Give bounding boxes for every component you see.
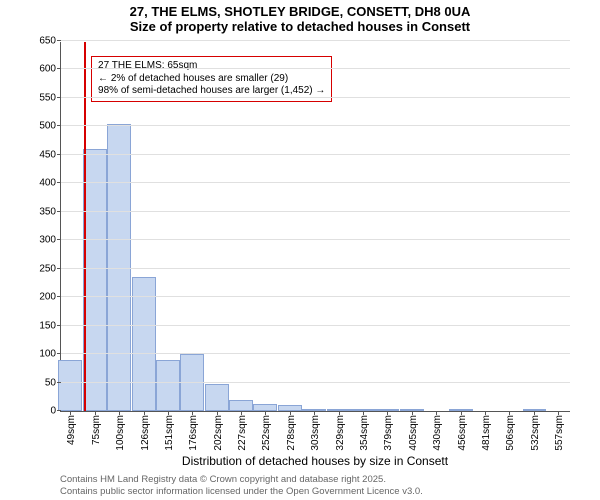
xtick-label: 405sqm [408,415,419,451]
ytick-label: 0 [50,406,61,417]
title-line-1: 27, THE ELMS, SHOTLEY BRIDGE, CONSETT, D… [0,4,600,19]
xtick-label: 126sqm [140,415,151,451]
gridline-h [61,353,570,354]
annotation-box: 27 THE ELMS: 65sqm ← 2% of detached hous… [91,56,332,102]
xtick-label: 557sqm [554,415,565,451]
ytick-label: 500 [39,121,61,132]
xtick-label: 202sqm [213,415,224,451]
ytick-label: 100 [39,349,61,360]
xtick-label: 278sqm [286,415,297,451]
ytick-label: 400 [39,178,61,189]
gridline-h [61,296,570,297]
histogram-bar [253,404,277,411]
attribution-block: Contains HM Land Registry data © Crown c… [60,474,423,498]
ytick-label: 200 [39,292,61,303]
ytick-label: 650 [39,36,61,47]
xtick-label: 481sqm [481,415,492,451]
xtick-label: 75sqm [91,415,102,445]
xtick-label: 506sqm [505,415,516,451]
title-line-2: Size of property relative to detached ho… [0,19,600,34]
ytick-label: 450 [39,149,61,160]
xtick-label: 252sqm [261,415,272,451]
xtick-label: 100sqm [115,415,126,451]
x-axis-label: Distribution of detached houses by size … [60,454,570,468]
xtick-label: 227sqm [237,415,248,451]
ytick-label: 550 [39,92,61,103]
xtick-label: 379sqm [383,415,394,451]
xtick-label: 430sqm [432,415,443,451]
xtick-label: 176sqm [188,415,199,451]
chart-container: 27, THE ELMS, SHOTLEY BRIDGE, CONSETT, D… [0,0,600,500]
histogram-bar [83,149,107,411]
xtick-label: 329sqm [335,415,346,451]
gridline-h [61,154,570,155]
gridline-h [61,239,570,240]
annotation-line-3: 98% of semi-detached houses are larger (… [98,85,325,98]
histogram-bar [58,360,82,411]
gridline-h [61,40,570,41]
ytick-label: 350 [39,206,61,217]
histogram-bar [205,384,229,411]
ytick-label: 150 [39,320,61,331]
gridline-h [61,182,570,183]
gridline-h [61,382,570,383]
gridline-h [61,68,570,69]
gridline-h [61,325,570,326]
annotation-line-1: 27 THE ELMS: 65sqm [98,60,325,73]
plot-area: 27 THE ELMS: 65sqm ← 2% of detached hous… [60,42,570,412]
ytick-label: 250 [39,263,61,274]
gridline-h [61,125,570,126]
ytick-label: 50 [45,377,61,388]
xtick-label: 49sqm [66,415,77,445]
gridline-h [61,211,570,212]
attribution-line-2: Contains public sector information licen… [60,486,423,498]
xtick-label: 151sqm [164,415,175,451]
xtick-label: 303sqm [310,415,321,451]
xtick-label: 532sqm [530,415,541,451]
gridline-h [61,268,570,269]
chart-title-block: 27, THE ELMS, SHOTLEY BRIDGE, CONSETT, D… [0,0,600,34]
ytick-label: 300 [39,235,61,246]
histogram-bar [156,360,180,411]
histogram-bar [132,277,156,411]
ytick-label: 600 [39,64,61,75]
attribution-line-1: Contains HM Land Registry data © Crown c… [60,474,423,486]
annotation-line-2: ← 2% of detached houses are smaller (29) [98,73,325,86]
xtick-label: 456sqm [457,415,468,451]
xtick-label: 354sqm [359,415,370,451]
gridline-h [61,97,570,98]
histogram-bar [229,400,253,411]
